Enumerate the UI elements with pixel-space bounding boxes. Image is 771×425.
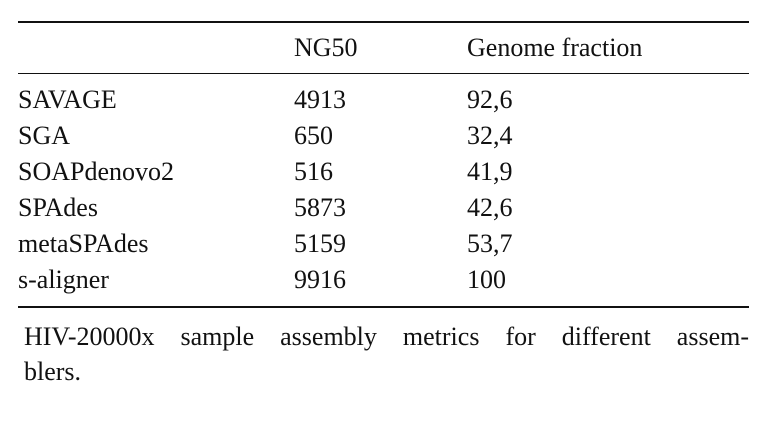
caption-line-2: blers. — [24, 357, 82, 386]
row-savage-ng50: 4913 — [294, 85, 346, 114]
row-spades-ng50: 5873 — [294, 193, 346, 222]
row-s-aligner-genome-fraction: 100 — [467, 265, 506, 294]
header-ng50: NG50 — [294, 33, 358, 62]
row-soapdenovo2-name: SOAPdenovo2 — [18, 157, 175, 186]
header-genome-fraction: Genome fraction — [467, 33, 643, 62]
row-sga-genome-fraction: 32,4 — [467, 121, 513, 150]
caption-line-1: HIV-20000x sample assembly metrics for d… — [24, 322, 749, 351]
row-soapdenovo2-ng50: 516 — [294, 157, 333, 186]
row-sga-name: SGA — [18, 121, 71, 150]
row-savage-name: SAVAGE — [18, 85, 117, 114]
table-header-rule — [18, 73, 749, 74]
row-s-aligner-name: s-aligner — [18, 265, 109, 294]
row-sga-ng50: 650 — [294, 121, 333, 150]
table-bottom-rule — [18, 306, 749, 308]
row-soapdenovo2-genome-fraction: 41,9 — [467, 157, 513, 186]
row-metaspades-name: metaSPAdes — [18, 229, 149, 258]
row-spades-genome-fraction: 42,6 — [467, 193, 513, 222]
row-metaspades-ng50: 5159 — [294, 229, 346, 258]
table-top-rule — [18, 21, 749, 23]
row-spades-name: SPAdes — [18, 193, 98, 222]
table-caption: HIV-20000x sample assembly metrics for d… — [24, 319, 749, 389]
row-metaspades-genome-fraction: 53,7 — [467, 229, 513, 258]
row-s-aligner-ng50: 9916 — [294, 265, 346, 294]
row-savage-genome-fraction: 92,6 — [467, 85, 513, 114]
